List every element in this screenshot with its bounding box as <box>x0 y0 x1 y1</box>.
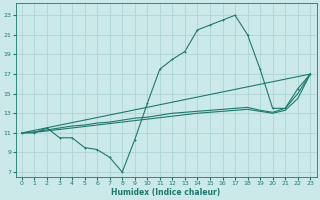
X-axis label: Humidex (Indice chaleur): Humidex (Indice chaleur) <box>111 188 221 197</box>
